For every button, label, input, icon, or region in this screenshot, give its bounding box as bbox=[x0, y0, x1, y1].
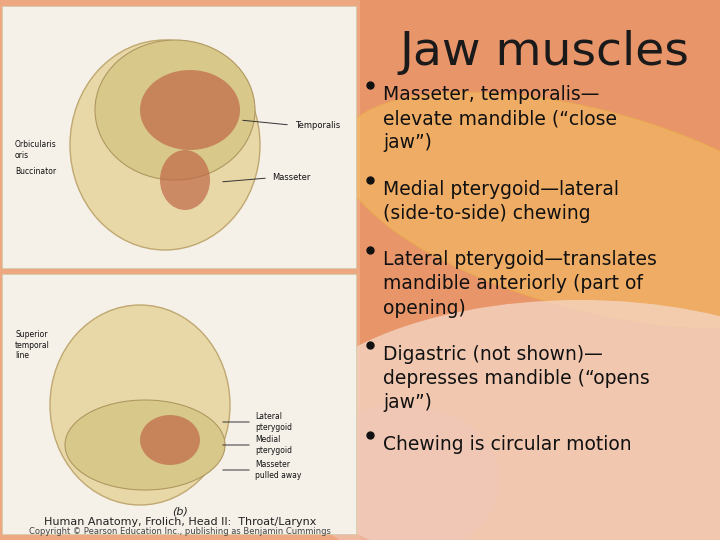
Text: Masseter
pulled away: Masseter pulled away bbox=[255, 460, 302, 480]
Text: Chewing is circular motion: Chewing is circular motion bbox=[383, 435, 631, 454]
Ellipse shape bbox=[300, 405, 500, 540]
Ellipse shape bbox=[338, 92, 720, 328]
Text: Masseter, temporalis—
elevate mandible (“close
jaw”): Masseter, temporalis— elevate mandible (… bbox=[383, 85, 617, 152]
Text: Medial pterygoid—lateral
(side-to-side) chewing: Medial pterygoid—lateral (side-to-side) … bbox=[383, 180, 619, 223]
Text: Medial
pterygoid: Medial pterygoid bbox=[255, 435, 292, 455]
FancyBboxPatch shape bbox=[2, 274, 356, 534]
Ellipse shape bbox=[140, 70, 240, 150]
FancyBboxPatch shape bbox=[2, 6, 356, 268]
Text: Lateral
pterygoid: Lateral pterygoid bbox=[255, 413, 292, 431]
Text: Masseter: Masseter bbox=[272, 173, 310, 183]
Ellipse shape bbox=[160, 150, 210, 210]
Text: Human Anatomy, Frolich, Head II:  Throat/Larynx: Human Anatomy, Frolich, Head II: Throat/… bbox=[44, 517, 316, 527]
Text: Copyright © Pearson Education Inc., publishing as Benjamin Cummings: Copyright © Pearson Education Inc., publ… bbox=[29, 526, 331, 536]
Ellipse shape bbox=[65, 400, 225, 490]
Text: Orbicularis
oris: Orbicularis oris bbox=[15, 140, 57, 160]
Polygon shape bbox=[0, 0, 360, 540]
Text: Jaw muscles: Jaw muscles bbox=[399, 30, 689, 75]
Polygon shape bbox=[360, 0, 720, 540]
Text: Buccinator: Buccinator bbox=[15, 167, 56, 177]
Text: Digastric (not shown)—
depresses mandible (“opens
jaw”): Digastric (not shown)— depresses mandibl… bbox=[383, 345, 649, 413]
Text: (b): (b) bbox=[172, 507, 188, 517]
Ellipse shape bbox=[70, 40, 260, 250]
Ellipse shape bbox=[50, 305, 230, 505]
Text: Temporalis: Temporalis bbox=[295, 120, 341, 130]
Ellipse shape bbox=[140, 415, 200, 465]
Ellipse shape bbox=[95, 40, 255, 180]
Text: Superior
temporal
line: Superior temporal line bbox=[15, 330, 50, 360]
Text: Lateral pterygoid—translates
mandible anteriorly (part of
opening): Lateral pterygoid—translates mandible an… bbox=[383, 250, 657, 318]
Ellipse shape bbox=[280, 300, 720, 540]
